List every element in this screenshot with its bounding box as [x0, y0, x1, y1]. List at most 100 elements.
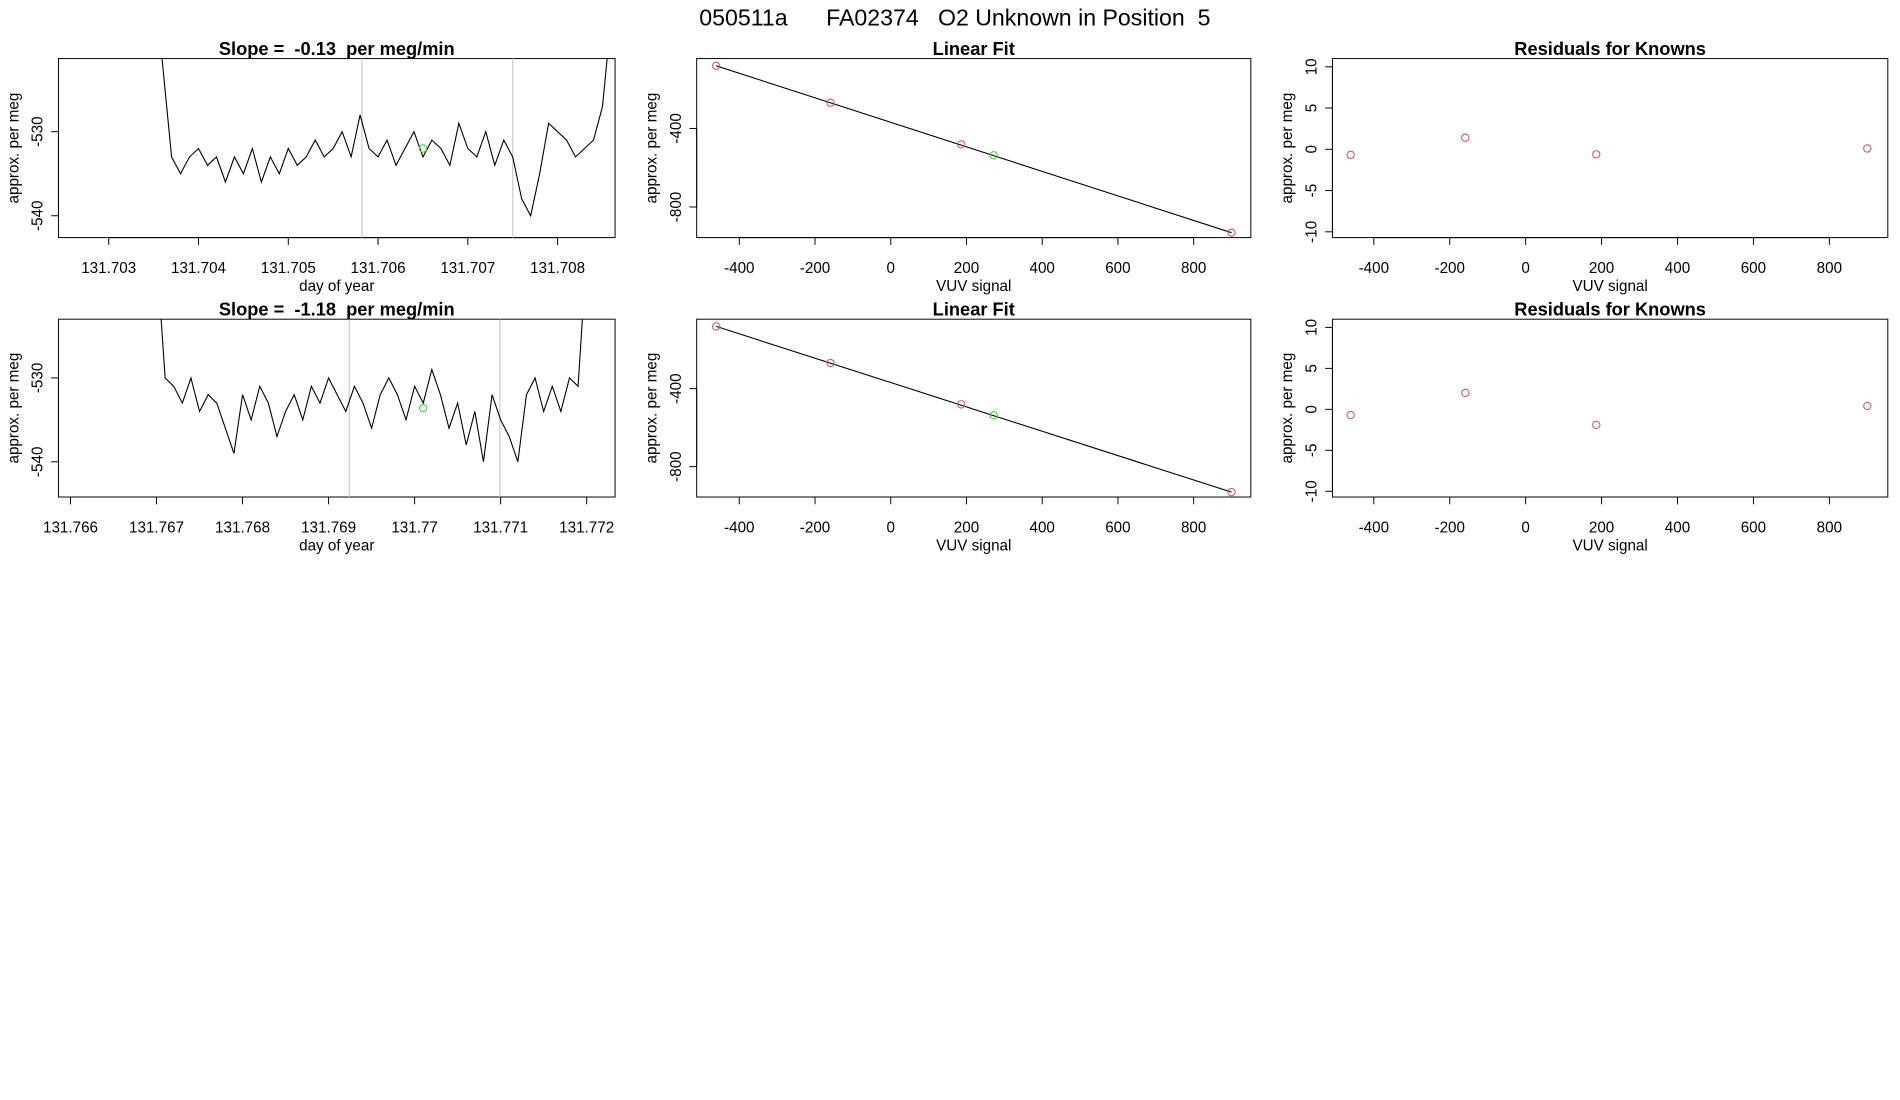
x-tick-label: 131.772 [559, 519, 614, 536]
x-axis-label: VUV signal [936, 278, 1011, 295]
point [712, 322, 721, 331]
y-tick-label: 5 [1304, 364, 1321, 372]
x-tick-label: 600 [1105, 260, 1130, 277]
x-tick-label: 131.707 [440, 260, 495, 277]
plot-area [1346, 388, 1872, 430]
x-tick-label: 200 [954, 260, 979, 277]
panel: Residuals for Knowns VUV signal approx. pe… [1279, 299, 1889, 555]
x-tick-label: 131.767 [129, 519, 184, 536]
panel-title: Linear Fit [933, 38, 1015, 59]
panel: Slope = -0.13 per meg/min day of year appr… [5, 38, 616, 295]
plot-area [160, 319, 583, 498]
point [1461, 388, 1470, 398]
panel-title: Slope = -0.13 per meg/min [219, 38, 455, 59]
plot-area [712, 322, 1236, 497]
y-tick-label: 10 [1304, 58, 1321, 75]
y-axis-label: approx. per meg [643, 353, 660, 464]
y-tick-label: -5 [1304, 184, 1321, 198]
y-axis-label: approx. per meg [5, 93, 22, 204]
y-tick-label: -540 [30, 201, 47, 231]
x-axis-label: day of year [299, 278, 374, 295]
data-line [161, 58, 608, 218]
x-tick-label: 600 [1105, 519, 1130, 536]
x-tick-label: 600 [1741, 519, 1766, 536]
x-tick-label: 131.768 [215, 519, 270, 536]
y-axis-label: approx. per meg [1279, 93, 1296, 204]
plot-area [161, 58, 608, 238]
y-tick-label: -530 [30, 363, 47, 393]
plot-area [1346, 133, 1872, 160]
fit-line [716, 65, 1232, 234]
x-tick-label: 0 [887, 260, 895, 277]
point [1863, 144, 1872, 153]
point [712, 61, 721, 71]
x-tick-label: 200 [1589, 519, 1614, 536]
point [1227, 487, 1236, 497]
x-tick-label: 0 [887, 519, 895, 536]
x-tick-label: 800 [1181, 519, 1206, 536]
unknown-point [989, 411, 998, 420]
x-tick-label: 400 [1030, 519, 1055, 536]
x-tick-label: 0 [1521, 519, 1529, 536]
x-tick-label: 131.703 [81, 260, 136, 277]
y-axis-label: approx. per meg [5, 353, 22, 464]
y-tick-label: -10 [1304, 480, 1321, 502]
data-line [160, 319, 583, 462]
point [1346, 150, 1355, 160]
y-axis-label: approx. per meg [643, 93, 660, 204]
x-tick-label: 600 [1741, 260, 1766, 277]
point [1863, 401, 1872, 411]
plot-box [57, 58, 616, 239]
point [956, 140, 966, 149]
point [826, 358, 835, 368]
unknown-point [419, 403, 428, 413]
x-tick-label: 200 [1589, 260, 1614, 277]
x-tick-label: -400 [724, 519, 754, 536]
x-tick-label: -400 [724, 260, 754, 277]
y-tick-label: -10 [1304, 221, 1321, 243]
panel-title: Slope = -1.18 per meg/min [219, 299, 455, 320]
y-tick-label: -530 [30, 116, 47, 146]
y-tick-label: -400 [668, 113, 685, 143]
x-tick-label: 800 [1817, 519, 1842, 536]
x-tick-label: -200 [800, 260, 830, 277]
plot-box [696, 318, 1252, 498]
x-axis-label: VUV signal [1572, 538, 1647, 555]
page-title: 050511a FA02374 O2 Unknown in Position 5 [699, 5, 1210, 31]
x-tick-label: 131.771 [473, 519, 528, 536]
plot-box [696, 58, 1252, 239]
x-tick-label: 131.706 [351, 260, 406, 277]
panel-title: Residuals for Knowns [1514, 38, 1706, 59]
point [1592, 150, 1601, 159]
panel-title: Residuals for Knowns [1514, 299, 1706, 320]
unknown-point [418, 144, 428, 153]
panel: Residuals for Knowns VUV signal approx. pe… [1279, 38, 1889, 295]
panel-title: Linear Fit [933, 299, 1015, 320]
point [956, 400, 966, 409]
x-tick-label: -400 [1359, 260, 1389, 277]
x-axis-label: VUV signal [1572, 278, 1647, 295]
panel: Slope = -1.18 per meg/min day of year appr… [5, 299, 616, 555]
panel: Linear Fit VUV signal approx. per meg -400 -… [643, 299, 1252, 555]
y-tick-label: 10 [1304, 319, 1321, 336]
x-tick-label: 131.766 [43, 519, 98, 536]
plot-box [1331, 318, 1889, 498]
y-tick-label: 5 [1304, 104, 1321, 112]
plot-box [57, 318, 616, 498]
x-tick-label: -200 [1435, 519, 1465, 536]
x-tick-label: 200 [954, 519, 979, 536]
y-tick-label: 0 [1304, 405, 1321, 413]
x-tick-label: 131.77 [391, 519, 438, 536]
point [1461, 133, 1470, 142]
x-tick-label: 131.705 [261, 260, 316, 277]
x-tick-label: 131.704 [171, 260, 227, 277]
y-tick-label: -400 [668, 373, 685, 403]
y-tick-label: -800 [668, 192, 685, 222]
x-tick-label: 400 [1665, 260, 1690, 277]
point [1227, 228, 1236, 237]
fit-line [716, 325, 1232, 493]
x-axis-label: VUV signal [936, 538, 1011, 555]
point [1346, 410, 1355, 420]
